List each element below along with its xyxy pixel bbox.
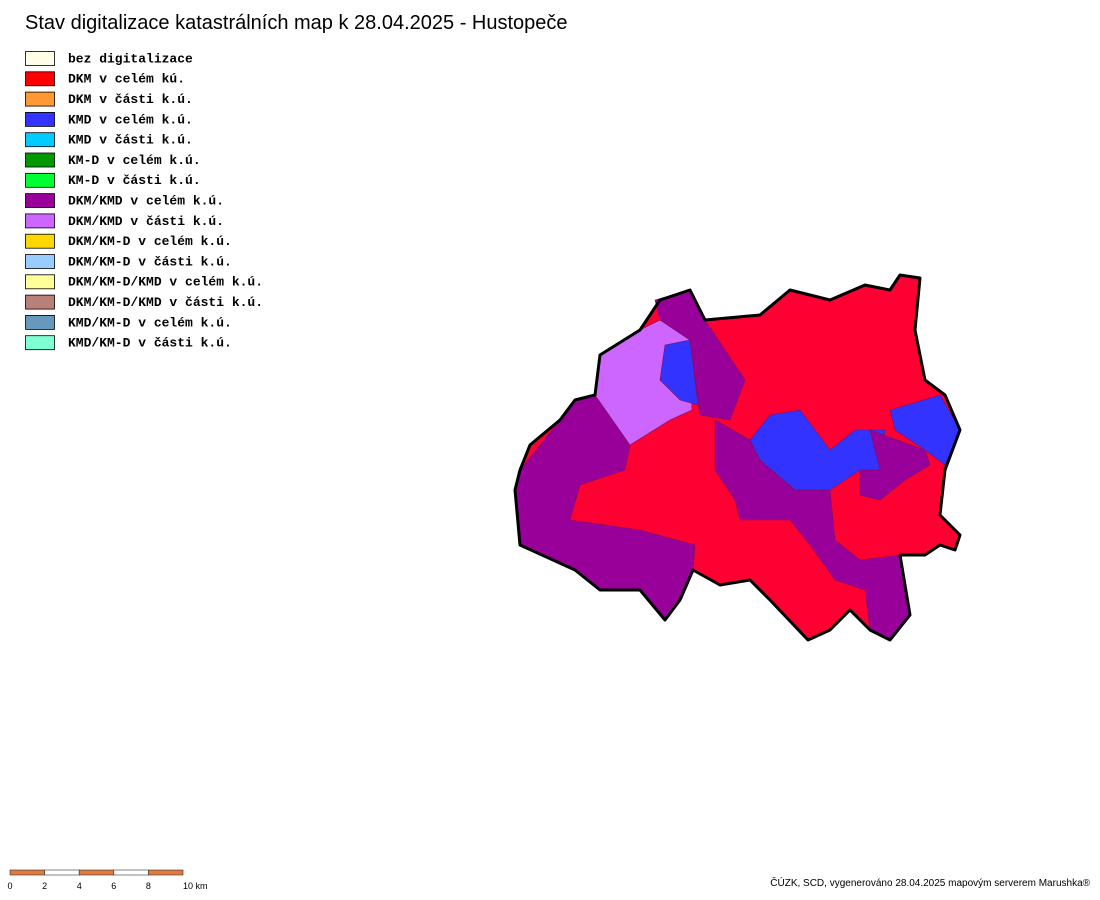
legend-swatch <box>25 71 55 87</box>
legend-label: KMD v části k.ú. <box>68 133 193 148</box>
legend-swatch <box>25 294 55 310</box>
legend-label: KMD/KM-D v celém k.ú. <box>68 315 232 330</box>
legend-label: DKM v části k.ú. <box>68 92 193 107</box>
legend-swatch <box>25 112 55 127</box>
legend-label: bez digitalizace <box>68 51 193 66</box>
legend-swatch <box>25 233 55 249</box>
legend: bez digitalizace DKM v celém kú. DKM v čás… <box>25 51 263 351</box>
map <box>513 273 962 642</box>
legend-swatch <box>25 254 55 269</box>
district-outline <box>513 273 962 642</box>
legend-label: DKM/KM-D v celém k.ú. <box>68 234 232 249</box>
legend-label: KMD/KM-D v části k.ú. <box>68 336 232 351</box>
scale-label: 8 <box>146 881 151 891</box>
legend-label: DKM/KM-D v části k.ú. <box>68 254 232 269</box>
legend-swatch <box>25 314 55 330</box>
legend-swatch <box>25 274 55 290</box>
credit: ČÚZK, SCD, vygenerováno 28.04.2025 mapov… <box>770 876 1090 889</box>
legend-swatch <box>25 132 55 148</box>
scale-label: 10 km <box>183 881 208 891</box>
scale-segment <box>9 869 45 876</box>
legend-label: DKM/KM-D/KMD v části k.ú. <box>68 295 263 310</box>
legend-swatch <box>25 91 55 107</box>
legend-label: DKM/KM-D/KMD v celém k.ú. <box>68 275 263 290</box>
region <box>659 339 699 406</box>
scale-label: 6 <box>111 881 116 891</box>
map-title: Stav digitalizace katastrálních map k 28… <box>25 12 568 34</box>
legend-swatch <box>25 335 55 351</box>
legend-swatch <box>25 152 55 168</box>
legend-label: KM-D v části k.ú. <box>68 173 201 188</box>
legend-label: DKM/KMD v části k.ú. <box>68 214 224 229</box>
legend-swatch <box>25 213 55 229</box>
region <box>889 394 961 466</box>
scale-label: 0 <box>7 881 12 891</box>
legend-label: KMD v celém k.ú. <box>68 112 193 127</box>
scale-segment <box>113 869 149 876</box>
legend-label: KM-D v celém k.ú. <box>68 153 201 168</box>
legend-label: DKM/KMD v celém k.ú. <box>68 194 224 209</box>
scale-label: 4 <box>77 881 82 891</box>
scale-segment <box>148 869 184 876</box>
scale-bar: 0 2 4 6 8 10 km <box>7 869 208 891</box>
scale-segment <box>44 869 80 876</box>
legend-label: DKM v celém kú. <box>68 72 185 87</box>
legend-swatch <box>25 193 55 209</box>
scale-label: 2 <box>42 881 47 891</box>
region <box>859 429 931 501</box>
scale-segment <box>78 869 115 876</box>
legend-swatch <box>25 172 55 188</box>
legend-swatch <box>25 51 55 66</box>
